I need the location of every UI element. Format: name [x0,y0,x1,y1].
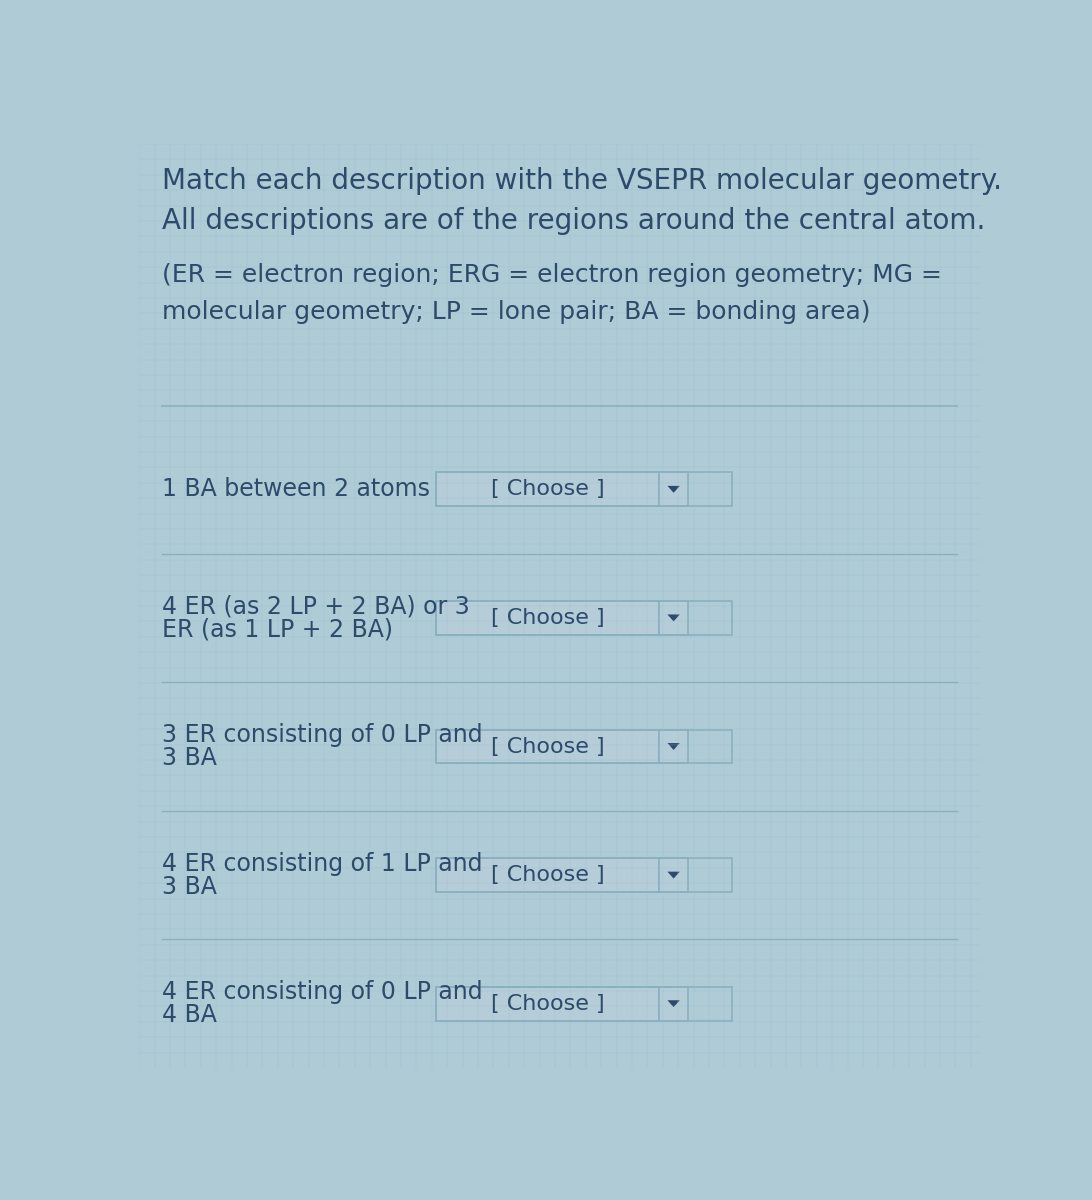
Bar [436,601,658,635]
Text: 4 ER consisting of 0 LP and: 4 ER consisting of 0 LP and [163,980,483,1004]
Text: ER (as 1 LP + 2 BA): ER (as 1 LP + 2 BA) [163,618,393,642]
Text: [ Choose ]: [ Choose ] [490,737,604,756]
Bar [436,986,732,1021]
Bar [436,473,658,506]
Polygon shape [667,486,679,493]
Text: 3 BA: 3 BA [163,746,217,770]
Text: [ Choose ]: [ Choose ] [490,608,604,628]
Text: Match each description with the VSEPR molecular geometry.: Match each description with the VSEPR mo… [163,167,1002,196]
Text: 1 BA between 2 atoms: 1 BA between 2 atoms [163,478,430,502]
Bar [658,858,688,892]
Bar [436,986,658,1021]
Text: 4 BA: 4 BA [163,1003,217,1027]
Text: 3 BA: 3 BA [163,875,217,899]
Text: 4 ER consisting of 1 LP and: 4 ER consisting of 1 LP and [163,852,483,876]
Polygon shape [667,1001,679,1007]
Text: 4 ER (as 2 LP + 2 BA) or 3: 4 ER (as 2 LP + 2 BA) or 3 [163,594,470,618]
Polygon shape [667,614,679,622]
Bar [658,730,688,763]
Bar [658,473,688,506]
Text: All descriptions are of the regions around the central atom.: All descriptions are of the regions arou… [163,208,986,235]
Polygon shape [667,743,679,750]
Text: 3 ER consisting of 0 LP and: 3 ER consisting of 0 LP and [163,722,483,746]
Text: [ Choose ]: [ Choose ] [490,994,604,1014]
Text: [ Choose ]: [ Choose ] [490,865,604,886]
Bar [436,730,732,763]
Text: (ER = electron region; ERG = electron region geometry; MG =: (ER = electron region; ERG = electron re… [163,263,942,287]
Text: molecular geometry; LP = lone pair; BA = bonding area): molecular geometry; LP = lone pair; BA =… [163,300,870,324]
Polygon shape [667,871,679,878]
Bar [658,986,688,1021]
Bar [436,473,732,506]
Bar [658,601,688,635]
Bar [436,601,732,635]
Text: [ Choose ]: [ Choose ] [490,479,604,499]
Bar [436,858,732,892]
Bar [436,730,658,763]
Bar [436,858,658,892]
